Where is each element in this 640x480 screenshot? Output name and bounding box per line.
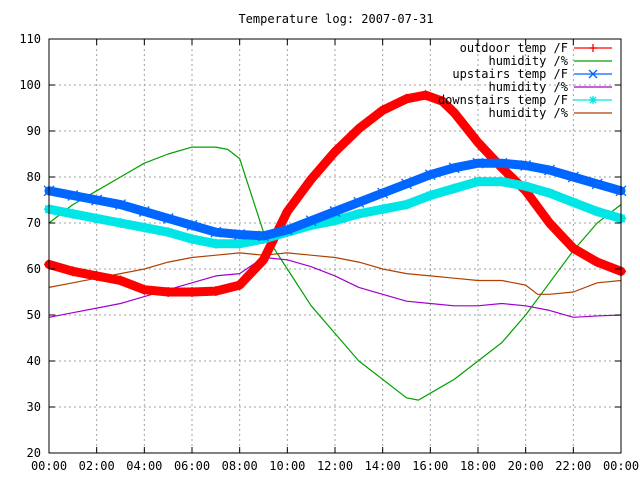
data-point [424,169,436,181]
data-point [163,227,173,237]
data-point [378,204,387,214]
data-point [472,157,484,169]
data-point [377,187,389,199]
x-tick-label: 04:00 [126,459,162,473]
data-point [591,178,603,190]
series-1 [48,146,622,401]
data-point [353,196,365,208]
data-point [448,162,460,174]
legend-marker [588,69,598,79]
x-tick-label: 00:00 [603,459,639,473]
data-point [67,189,79,201]
data-point [545,188,554,198]
x-tick-label: 08:00 [222,459,258,473]
data-point [496,157,508,169]
data-point [210,226,222,238]
legend-label: upstairs temp /F [452,67,568,81]
data-point [91,194,103,206]
y-tick-label: 100 [19,78,41,92]
series-line [48,252,622,295]
legend-label: outdoor temp /F [460,41,568,55]
x-tick-label: 06:00 [174,459,210,473]
legend-label: humidity /% [489,106,569,120]
legend-label: downstairs temp /F [438,93,568,107]
y-tick-label: 40 [27,354,41,368]
series-5 [48,252,622,295]
y-tick-label: 50 [27,308,41,322]
data-point [186,219,198,231]
data-point [330,216,340,225]
legend-label: humidity /% [489,54,569,68]
series-3 [48,256,622,318]
data-point [235,239,244,248]
axes: 00:00 02:00 04:00 06:00 08:00 10:00 12:00 14:00… [19,32,639,473]
data-point [569,198,578,207]
x-tick-label: 14:00 [365,459,401,473]
x-tick-label: 02:00 [79,459,115,473]
data-point [281,224,293,236]
x-tick-label: 00:00 [31,459,67,473]
x-tick-label: 10:00 [269,459,305,473]
data-point [211,239,221,248]
x-tick-label: 12:00 [317,459,353,473]
y-tick-label: 90 [27,124,41,138]
y-tick-label: 70 [27,216,41,230]
data-point [115,199,126,211]
data-point [68,209,78,219]
x-tick-label: 16:00 [412,459,448,473]
y-tick-label: 80 [27,170,41,184]
data-point [520,160,532,171]
data-point [329,206,341,217]
data-point [138,206,150,217]
x-tick-label: 20:00 [508,459,544,473]
data-point [497,177,507,186]
chart-title: Temperature log: 2007-07-31 [238,12,433,26]
y-tick-label: 30 [27,400,41,414]
data-point [162,212,174,224]
data-point [473,177,483,186]
data-point [521,181,530,191]
data-point [402,200,411,209]
data-point [234,229,246,240]
data-point [401,178,412,190]
series-line [48,146,622,401]
x-tick-label: 18:00 [460,459,496,473]
data-point [449,184,459,193]
series-4 [44,176,626,249]
data-point [305,215,317,227]
data-point [92,214,101,223]
data-point [258,230,269,242]
data-point [592,207,602,216]
series-layer [43,90,627,401]
legend-marker [589,96,597,104]
y-tick-label: 110 [19,32,41,46]
data-point [426,191,435,200]
data-point [187,234,197,244]
data-point [567,171,579,183]
data-point [116,218,125,228]
series-line [48,256,622,318]
y-tick-label: 60 [27,262,41,276]
x-tick-label: 22:00 [555,459,591,473]
data-point [354,209,364,219]
y-tick-label: 20 [27,446,41,460]
data-point [544,164,555,176]
data-point [140,223,149,232]
legend-label: humidity /% [489,80,569,94]
series-2 [43,157,627,242]
